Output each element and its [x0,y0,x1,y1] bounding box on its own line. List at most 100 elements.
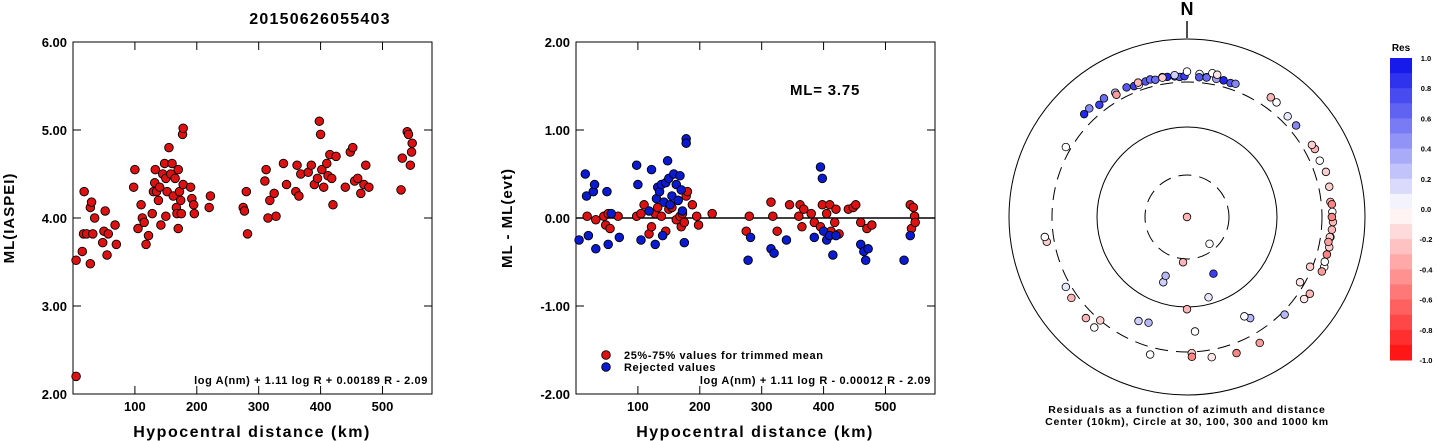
legend-rejected-marker [601,362,611,372]
azimuth-map-stations [1040,67,1338,362]
station-residual-marker [1161,271,1170,280]
station-residual-marker [1299,294,1309,304]
colorbar-cell [1390,178,1412,195]
rejected-residual-point [899,255,909,265]
y-tick-label: 6.00 [42,35,67,50]
used-residual-point [766,197,776,207]
colorbar-title: Res [1392,43,1411,54]
station-residual-marker [1144,318,1153,327]
north-label: N [1181,0,1194,19]
rejected-residual-point [676,185,686,195]
rejected-residual-point [650,239,660,250]
ml-point [306,160,317,170]
colorbar-cell [1390,314,1412,331]
residual-distance-x-ticks: 100 200 300 400 500 [627,42,896,414]
used-residual-point [744,211,755,221]
rejected-residual-point [681,138,691,148]
ml-point [141,239,151,250]
colorbar-tick-labels: 1.0 0.8 0.6 0.4 0.2 0.0 -0.2 -0.4 -0.6 -0.8 -1.0 [1420,54,1434,365]
station-residual-marker [1067,293,1076,303]
residual-colorbar: Res 1.0 0.8 0.6 0.4 0.2 0.0 -0.2 -0.4 -0.6 -0.8 -1… [1390,43,1433,365]
x-tick-label: 500 [372,399,394,414]
ml-point [110,220,120,230]
station-residual-marker [1205,239,1214,249]
ml-point [331,151,341,162]
ml-point [164,142,174,153]
colorbar-cell [1390,103,1412,119]
used-residual-point [687,200,698,210]
ml-point [407,138,417,148]
y-tick-label: 1.00 [545,123,570,138]
residual-distance-x-label: Hypocentral distance (km) [636,424,874,441]
ml-distance-plot-frame [72,41,433,395]
rejected-residual-point [574,235,584,245]
rejected-residual-point [644,206,654,216]
residual-distance-y-label: ML - ML(evt) [499,168,516,268]
y-tick-label: 2.00 [42,387,67,402]
rejected-residual-point [745,232,756,243]
station-residual-marker [1295,278,1305,287]
ml-point [102,250,112,260]
ml-point [154,182,165,192]
colorbar-cell [1390,148,1412,165]
colorbar-tick-label: 0.6 [1421,114,1431,123]
used-residual-point [908,202,919,213]
ml-point [242,229,253,239]
rejected-residual-point [828,250,838,260]
colorbar-cell [1390,88,1412,104]
station-residual-marker [1182,67,1192,76]
colorbar-tick-label: -0.8 [1420,326,1433,335]
station-residual-marker [1240,312,1249,321]
used-residual-point [707,208,717,219]
station-residual-marker [1327,225,1337,234]
rejected-residual-point [580,169,591,179]
y-tick-label: -1.00 [540,299,570,314]
rejected-residual-point [633,179,643,190]
rejected-residual-point [662,156,673,166]
used-residual-point [639,200,649,210]
ml-point [86,197,97,207]
ml-value-label: ML= 3.75 [790,82,860,99]
station-residual-marker [1096,316,1105,325]
colorbar-tick-label: 1.0 [1421,54,1431,63]
ml-point [396,185,406,195]
residual-distance-points [574,134,920,265]
station-residual-marker [1061,282,1071,292]
used-residual-point [591,215,601,225]
x-tick-label: 400 [813,399,835,414]
ml-point [406,147,417,157]
used-residual-point [867,220,877,230]
residual-distance-y-ticks: -2.00 -1.00 0.00 1.00 2.00 [540,35,935,402]
used-residual-point [831,204,841,214]
station-residual-marker [1178,258,1188,267]
ml-point [85,259,96,269]
used-residual-point [799,204,809,214]
used-residual-point [693,220,704,230]
station-residual-marker [1327,200,1337,209]
station-residual-marker [1219,76,1228,85]
rejected-residual-point [583,230,594,241]
ml-distance-formula: log A(nm) + 1.11 log R + 0.00189 R - 2.0… [194,375,428,387]
used-residual-point [794,211,804,221]
used-residual-point [656,211,667,221]
y-tick-label: -2.00 [540,387,570,402]
station-residual-marker [1204,293,1213,302]
rejected-residual-point [636,235,646,245]
ml-point [328,200,338,210]
station-residual-marker [1255,338,1264,348]
map-caption-line2: Center (10km), Circle at 30, 100, 300 an… [1045,416,1329,428]
rejected-residual-point [606,208,617,219]
azimuth-map-panel: N Residuals as a function of azimuth and… [1008,0,1366,428]
ml-point [150,164,161,175]
colorbar-cell [1390,209,1412,225]
ml-point [178,123,188,133]
rejected-residual-point [673,195,683,206]
colorbar-cell [1390,224,1412,240]
station-residual-marker [1170,70,1179,80]
rejected-residual-point [602,186,612,197]
x-tick-label: 300 [751,399,773,414]
rejected-residual-point [817,173,828,184]
residual-distance-panel: -2.00 -1.00 0.00 1.00 2.00 100 200 300 400 500 M… [499,35,936,441]
used-residual-point [636,208,646,219]
